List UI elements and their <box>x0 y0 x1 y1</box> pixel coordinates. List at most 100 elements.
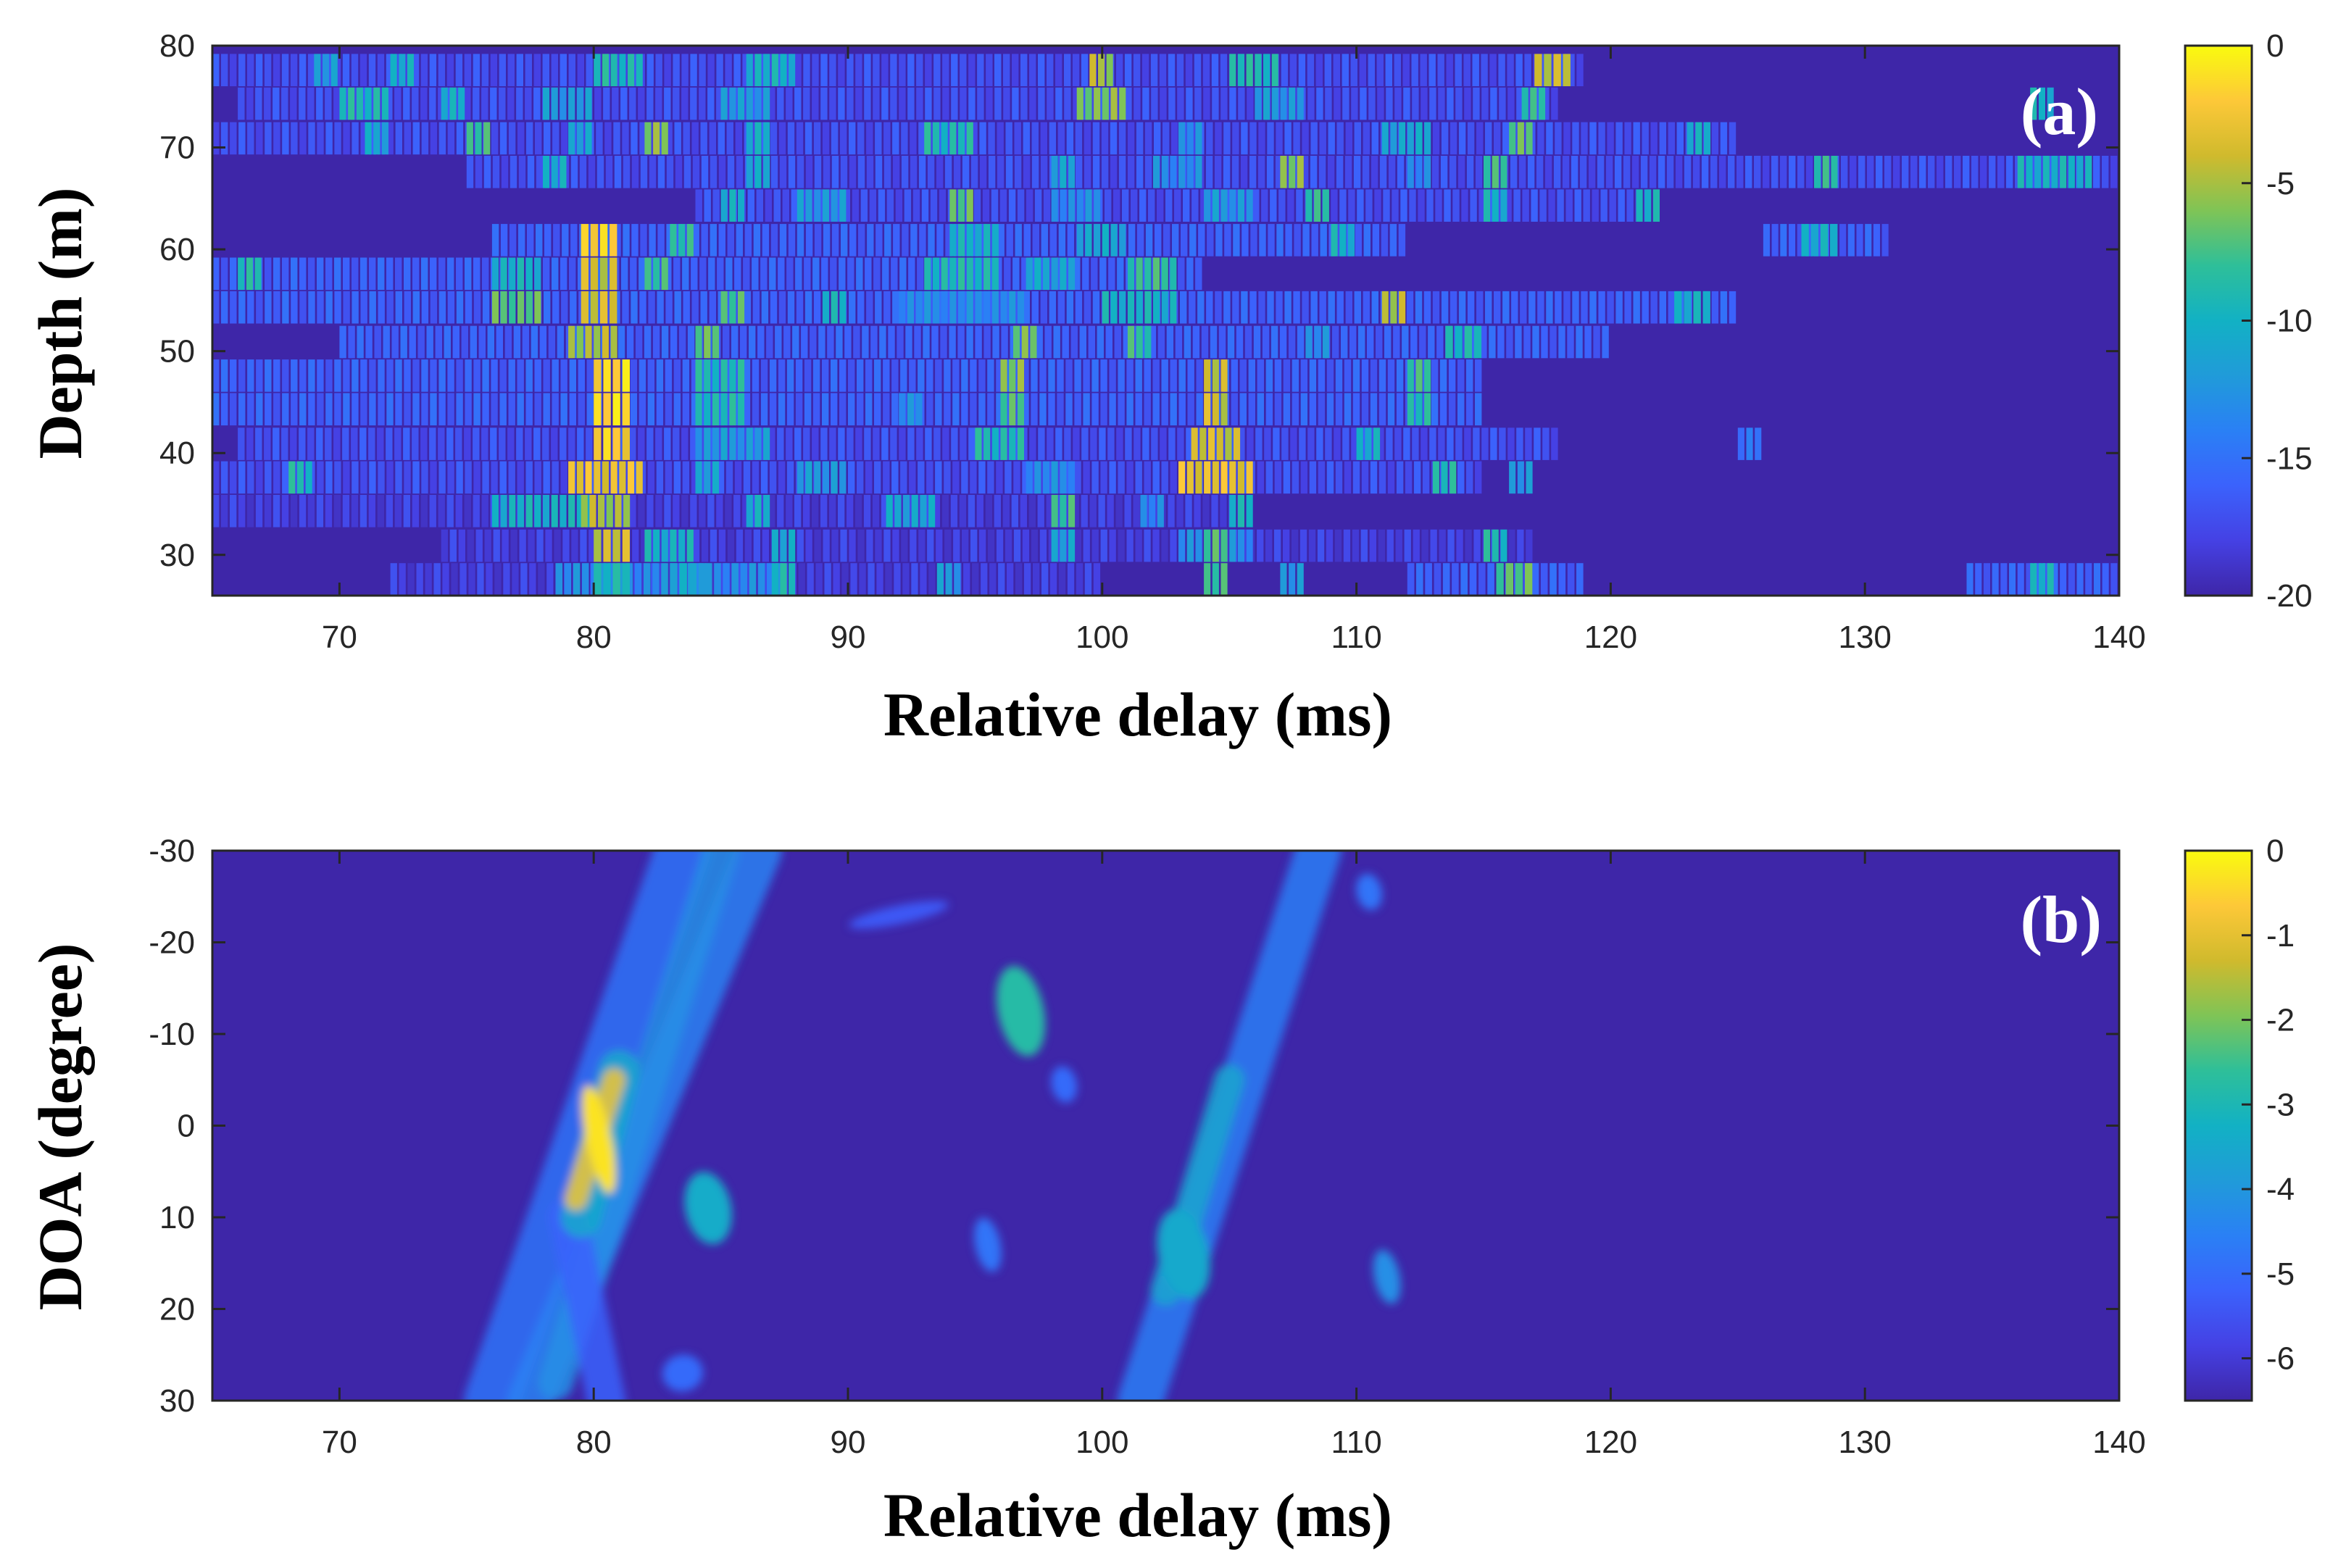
heatmap-cell <box>1195 461 1202 494</box>
heatmap-cell <box>907 393 914 426</box>
heatmap-cell <box>824 563 831 596</box>
heatmap-cell <box>586 54 593 86</box>
heatmap-cell <box>962 291 969 324</box>
heatmap-cell <box>1225 428 1232 460</box>
heatmap-cell <box>1013 393 1020 426</box>
heatmap-cell <box>1056 257 1063 291</box>
x-tick-label: 120 <box>1584 620 1637 655</box>
heatmap-cell <box>1300 461 1308 494</box>
heatmap-cell <box>918 461 925 494</box>
heatmap-cell <box>814 224 822 257</box>
heatmap-cell <box>1457 359 1465 392</box>
heatmap-cell <box>594 461 601 494</box>
heatmap-cell <box>1125 87 1132 120</box>
heatmap-cell <box>794 428 802 460</box>
heatmap-cell <box>769 393 777 426</box>
heatmap-cell <box>438 393 446 426</box>
heatmap-cell <box>1438 87 1445 120</box>
heatmap-cell <box>325 461 333 494</box>
heatmap-cell <box>631 224 639 257</box>
heatmap-cell <box>1581 122 1588 155</box>
heatmap-cell <box>1412 87 1419 120</box>
heatmap-cell <box>594 563 602 596</box>
heatmap-cell <box>770 156 778 188</box>
heatmap-cell <box>1274 359 1282 392</box>
heatmap-cell <box>1152 529 1160 562</box>
heatmap-cell <box>840 529 847 562</box>
heatmap-cell <box>378 122 385 155</box>
heatmap-cell <box>429 428 436 460</box>
heatmap-cell <box>1085 224 1092 257</box>
heatmap-cell <box>783 325 791 359</box>
heatmap-cell <box>636 461 643 494</box>
heatmap-cell <box>395 257 402 291</box>
heatmap-cell <box>1066 291 1074 324</box>
heatmap-cell <box>560 87 567 120</box>
heatmap-cell <box>325 359 333 392</box>
heatmap-cell <box>369 461 376 494</box>
heatmap-cell <box>1024 563 1031 596</box>
heatmap-cell <box>933 54 941 86</box>
heatmap-cell <box>813 291 821 324</box>
heatmap-cell <box>986 87 993 120</box>
heatmap-cell <box>831 359 838 392</box>
heatmap-cell <box>560 257 567 291</box>
heatmap-cell <box>1051 257 1058 291</box>
heatmap-cell <box>386 257 394 291</box>
heatmap-cell <box>1101 122 1109 155</box>
heatmap-cell <box>1537 291 1544 324</box>
heatmap-cell <box>891 257 898 291</box>
colorbar-tick-label: -10 <box>2266 304 2313 339</box>
heatmap-cell <box>780 54 787 86</box>
arrival-peak <box>849 901 949 929</box>
heatmap-cell <box>1283 529 1290 562</box>
heatmap-cell <box>1438 428 1445 460</box>
heatmap-cell <box>742 87 749 120</box>
heatmap-cell <box>829 428 836 460</box>
heatmap-cell <box>1081 428 1089 460</box>
heatmap-cell <box>958 224 965 257</box>
heatmap-cell <box>1009 359 1016 392</box>
heatmap-cell <box>1124 54 1132 86</box>
heatmap-cell <box>441 529 448 562</box>
heatmap-cell <box>308 359 315 392</box>
heatmap-cell <box>2068 563 2075 596</box>
heatmap-cell <box>614 156 622 188</box>
heatmap-cell <box>499 359 507 392</box>
heatmap-cell <box>646 428 654 460</box>
heatmap-cell <box>459 563 467 596</box>
heatmap-cell <box>525 291 533 324</box>
heatmap-cell <box>1289 563 1296 596</box>
heatmap-cell <box>561 122 568 155</box>
heatmap-cell <box>368 428 375 460</box>
heatmap-cell <box>1246 189 1253 222</box>
heatmap-cell <box>1280 87 1287 120</box>
heatmap-cell <box>1220 428 1228 460</box>
heatmap-cell <box>438 495 445 527</box>
heatmap-cell <box>491 122 499 155</box>
heatmap-cell <box>752 461 760 494</box>
heatmap-cell <box>1250 224 1257 257</box>
heatmap-cell <box>499 122 507 155</box>
heatmap-cell <box>590 257 599 291</box>
heatmap-cell <box>1136 224 1144 257</box>
heatmap-cell <box>254 257 262 291</box>
heatmap-cell <box>691 291 699 324</box>
heatmap-cell <box>754 428 762 460</box>
heatmap-cell <box>1136 291 1143 324</box>
heatmap-cell <box>1241 224 1249 257</box>
heatmap-cell <box>1407 156 1414 188</box>
colorbar-tick-label: -3 <box>2266 1087 2295 1122</box>
heatmap-cell <box>932 257 939 291</box>
heatmap-cell <box>475 122 482 155</box>
heatmap-cell <box>291 359 298 392</box>
heatmap-cell <box>1068 529 1076 562</box>
heatmap-cell <box>742 495 749 527</box>
heatmap-cell <box>560 359 567 392</box>
heatmap-cell <box>299 122 307 155</box>
heatmap-cell <box>1023 291 1030 324</box>
heatmap-cell <box>831 393 838 426</box>
arrival-peak <box>1051 1066 1078 1103</box>
heatmap-cell <box>1017 189 1025 222</box>
heatmap-cell <box>1153 156 1160 188</box>
